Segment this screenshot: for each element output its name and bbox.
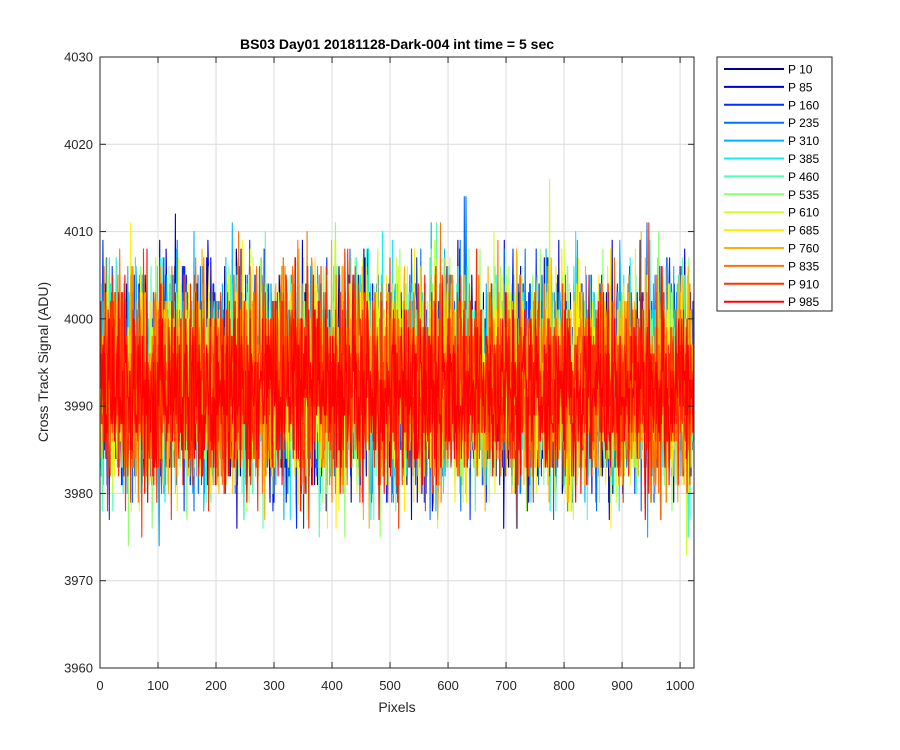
x-tick-label: 300 bbox=[263, 678, 285, 693]
legend-entry-label: P 85 bbox=[788, 80, 813, 94]
legend: P 10 P 85 P 160 P 235 P 310 P 385 P 460 P 535 P … bbox=[716, 56, 833, 312]
x-tick-label: 900 bbox=[611, 678, 633, 693]
x-tick-label: 100 bbox=[147, 678, 169, 693]
legend-entry-label: P 760 bbox=[788, 242, 819, 256]
y-tick-label: 3960 bbox=[64, 661, 93, 676]
legend-entry-label: P 160 bbox=[788, 98, 819, 112]
y-tick-label: 4000 bbox=[64, 311, 93, 326]
x-tick-label: 700 bbox=[495, 678, 517, 693]
legend-entry-label: P 460 bbox=[788, 170, 819, 184]
plot-frame bbox=[99, 56, 695, 669]
x-tick-label: 0 bbox=[96, 678, 103, 693]
y-tick-label: 4030 bbox=[64, 50, 93, 65]
legend-entry-label: P 10 bbox=[788, 63, 813, 77]
legend-entry-label: P 535 bbox=[788, 188, 819, 202]
x-tick-label: 1000 bbox=[666, 678, 695, 693]
x-tick-label: 600 bbox=[437, 678, 459, 693]
x-tick-label: 800 bbox=[553, 678, 575, 693]
chart-title: BS03 Day01 20181128-Dark-004 int time = … bbox=[240, 36, 554, 52]
y-axis-label: Cross Track Signal (ADU) bbox=[35, 282, 51, 442]
legend-entry-label: P 310 bbox=[788, 134, 819, 148]
series-lines bbox=[100, 178, 694, 556]
legend-box bbox=[716, 56, 833, 312]
axis-ticks: 0 100 200 300 400 500 600 700 800 900 1000 3960 3970… bbox=[64, 50, 694, 694]
y-tick-label: 4010 bbox=[64, 224, 93, 239]
y-tick-label: 3980 bbox=[64, 486, 93, 501]
x-tick-label: 400 bbox=[321, 678, 343, 693]
series-line-p985 bbox=[100, 248, 694, 529]
legend-entry-label: P 235 bbox=[788, 116, 819, 130]
x-tick-label: 500 bbox=[379, 678, 401, 693]
y-tick-label: 4020 bbox=[64, 137, 93, 152]
legend-entry-label: P 685 bbox=[788, 224, 819, 238]
x-axis-label: Pixels bbox=[378, 699, 415, 715]
legend-entry-label: P 910 bbox=[788, 277, 819, 291]
legend-entry-label: P 610 bbox=[788, 206, 819, 220]
legend-entry-label: P 385 bbox=[788, 152, 819, 166]
legend-entry-label: P 835 bbox=[788, 259, 819, 273]
x-tick-label: 200 bbox=[205, 678, 227, 693]
y-tick-label: 3990 bbox=[64, 399, 93, 414]
legend-entry-label: P 985 bbox=[788, 295, 819, 309]
y-tick-label: 3970 bbox=[64, 573, 93, 588]
